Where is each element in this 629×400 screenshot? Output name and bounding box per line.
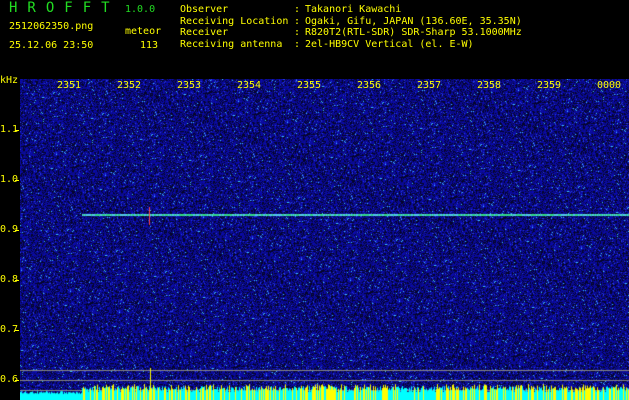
info-label: Receiving antenna [180, 38, 283, 50]
datetime: 25.12.06 23:50 [9, 40, 94, 51]
unit-label: kHz [0, 75, 19, 86]
info-value: 2el-HB9CV Vertical (el. E-W) [305, 38, 474, 50]
info-colon: : [294, 27, 301, 38]
meteor-label: meteor [125, 26, 162, 37]
info-value: R820T2(RTL-SDR) SDR-Sharp 53.1000MHz [305, 27, 522, 38]
info-label: Receiving Location [180, 15, 289, 27]
freq-tick-label: 0.7 [0, 324, 19, 335]
time-tick-label: 2356 [357, 80, 382, 91]
freq-tick-label: 1.0 [0, 174, 19, 185]
time-tick-label: 2357 [417, 80, 442, 91]
freq-tick-mark [15, 180, 19, 181]
freq-tick-mark [15, 280, 19, 281]
time-tick-label: 2359 [537, 80, 562, 91]
app-version: 1.0.0 [125, 4, 156, 15]
meteor-count: 113 [140, 40, 159, 51]
freq-tick-label: 0.8 [0, 274, 19, 285]
spectrogram [20, 79, 629, 400]
info-label: Receiver [180, 27, 229, 38]
time-tick-label: 2353 [177, 80, 202, 91]
freq-tick-mark [15, 230, 19, 231]
time-tick-label: 0000 [597, 80, 622, 91]
time-tick-label: 2358 [477, 80, 502, 91]
time-tick-label: 2355 [297, 80, 322, 91]
freq-tick-mark [15, 130, 19, 131]
time-tick-label: 2354 [237, 80, 262, 91]
info-value: Ogaki, Gifu, JAPAN (136.60E, 35.35N) [305, 15, 522, 27]
info-value: Takanori Kawachi [305, 4, 402, 15]
time-tick-label: 2352 [117, 80, 142, 91]
info-label: Observer [180, 4, 229, 15]
app-logo: HROFFT [9, 0, 120, 16]
freq-tick-mark [15, 330, 19, 331]
time-tick-label: 2351 [57, 80, 82, 91]
info-colon: : [294, 15, 301, 27]
filename: 2512062350.png [9, 21, 94, 32]
freq-tick-label: 0.6 [0, 374, 19, 385]
info-colon: : [294, 4, 301, 15]
info-colon: : [294, 38, 301, 50]
freq-tick-label: 1.1 [0, 124, 19, 135]
freq-tick-label: 0.9 [0, 224, 19, 235]
freq-tick-mark [15, 380, 19, 381]
